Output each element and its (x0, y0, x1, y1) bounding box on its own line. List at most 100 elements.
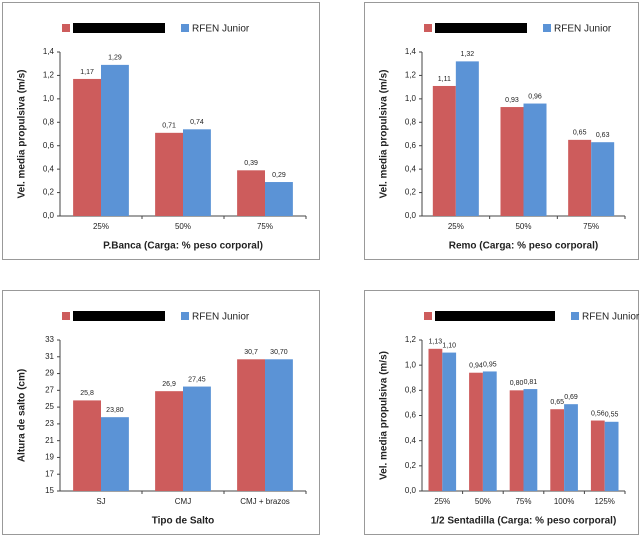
x-tick-label: 25% (93, 222, 109, 231)
bar (500, 107, 523, 216)
x-tick-label: 50% (475, 497, 491, 506)
y-tick-label: 0,6 (405, 411, 417, 420)
value-label: 0,56 (591, 410, 605, 417)
value-label: 0,55 (605, 412, 619, 419)
x-tick-label: 50% (175, 222, 191, 231)
value-label: 0,65 (573, 130, 587, 137)
chart-panel: RFEN Junior0,00,20,40,60,81,01,21,4Vel. … (3, 3, 320, 260)
bar (524, 104, 547, 216)
y-tick-label: 29 (45, 369, 54, 378)
bar (73, 79, 101, 216)
y-axis-title: Altura de salto (cm) (17, 369, 28, 462)
legend-swatch (424, 312, 432, 320)
bar (237, 170, 265, 216)
x-tick-label: 75% (583, 222, 599, 231)
bar (428, 349, 442, 491)
y-axis-title: Vel. media propulsiva (m/s) (379, 351, 390, 480)
x-axis-title: P.Banca (Carga: % peso corporal) (103, 241, 263, 252)
panel-border (3, 3, 320, 260)
x-tick-label: 100% (554, 497, 574, 506)
y-tick-label: 0,0 (405, 486, 417, 495)
bar (591, 421, 605, 491)
legend-swatch (181, 24, 189, 32)
bar (564, 404, 578, 491)
redaction (435, 311, 555, 321)
y-tick-label: 1,0 (405, 360, 417, 369)
legend-label: RFEN Junior (192, 312, 250, 323)
bar (568, 140, 591, 216)
bar (73, 400, 101, 491)
y-tick-label: 23 (45, 419, 54, 428)
bar (155, 391, 183, 491)
bar (510, 390, 524, 491)
value-label: 1,32 (461, 51, 475, 58)
value-label: 0,29 (272, 172, 286, 179)
value-label: 0,94 (469, 363, 483, 370)
value-label: 1,29 (108, 55, 122, 62)
bar (101, 417, 129, 491)
y-tick-label: 0,8 (405, 385, 417, 394)
bar (265, 359, 293, 491)
legend-swatch (571, 312, 579, 320)
legend-swatch (62, 24, 70, 32)
x-axis-title: Remo (Carga: % peso corporal) (449, 241, 598, 252)
bar (524, 389, 538, 491)
y-tick-label: 1,2 (405, 335, 417, 344)
x-tick-label: SJ (96, 497, 105, 506)
value-label: 0,95 (483, 361, 497, 368)
y-tick-label: 0,4 (405, 164, 417, 173)
x-tick-label: 75% (257, 222, 273, 231)
y-tick-label: 15 (45, 486, 54, 495)
value-label: 25,8 (80, 390, 94, 397)
value-label: 0,65 (550, 399, 564, 406)
x-tick-label: 125% (594, 497, 614, 506)
legend-swatch (543, 24, 551, 32)
legend-swatch (424, 24, 432, 32)
value-label: 23,80 (106, 407, 124, 414)
redaction (73, 23, 165, 33)
y-tick-label: 0,6 (405, 141, 417, 150)
y-tick-label: 0,6 (43, 141, 55, 150)
y-tick-label: 31 (45, 352, 54, 361)
y-tick-label: 19 (45, 453, 54, 462)
x-tick-label: CMJ (175, 497, 191, 506)
y-tick-label: 1,4 (43, 47, 55, 56)
y-tick-label: 0,2 (43, 188, 55, 197)
bar (265, 182, 293, 216)
x-tick-label: CMJ + brazos (240, 497, 290, 506)
value-label: 0,63 (596, 132, 610, 139)
x-axis-title: Tipo de Salto (152, 516, 215, 527)
bar (483, 371, 497, 491)
y-tick-label: 0,2 (405, 188, 417, 197)
y-tick-label: 0,0 (405, 211, 417, 220)
value-label: 1,10 (442, 342, 456, 349)
bar (591, 142, 614, 216)
redaction (435, 23, 527, 33)
legend-label: RFEN Junior (582, 312, 640, 323)
legend-swatch (181, 312, 189, 320)
y-tick-label: 0,0 (43, 211, 55, 220)
value-label: 0,39 (244, 160, 258, 167)
bar (183, 387, 211, 491)
y-axis-title: Vel. media propulsiva (m/s) (379, 70, 390, 199)
bar (183, 129, 211, 216)
redaction (73, 311, 165, 321)
legend-swatch (62, 312, 70, 320)
y-tick-label: 1,2 (405, 71, 417, 80)
bar (155, 133, 183, 216)
value-label: 0,71 (162, 123, 176, 130)
y-tick-label: 0,4 (405, 436, 417, 445)
x-tick-label: 25% (434, 497, 450, 506)
x-axis-title: 1/2 Sentadilla (Carga: % peso corporal) (431, 516, 617, 527)
bar (605, 422, 619, 491)
y-tick-label: 33 (45, 335, 54, 344)
bar (433, 86, 456, 216)
value-label: 1,11 (438, 76, 451, 83)
y-tick-label: 1,0 (405, 94, 417, 103)
chart-panel: RFEN Junior0,00,20,40,60,81,01,21,4Vel. … (365, 3, 639, 260)
y-tick-label: 27 (45, 385, 54, 394)
y-axis-title: Vel. media propulsiva (m/s) (17, 70, 28, 199)
value-label: 0,69 (564, 394, 578, 401)
y-tick-label: 17 (45, 469, 54, 478)
